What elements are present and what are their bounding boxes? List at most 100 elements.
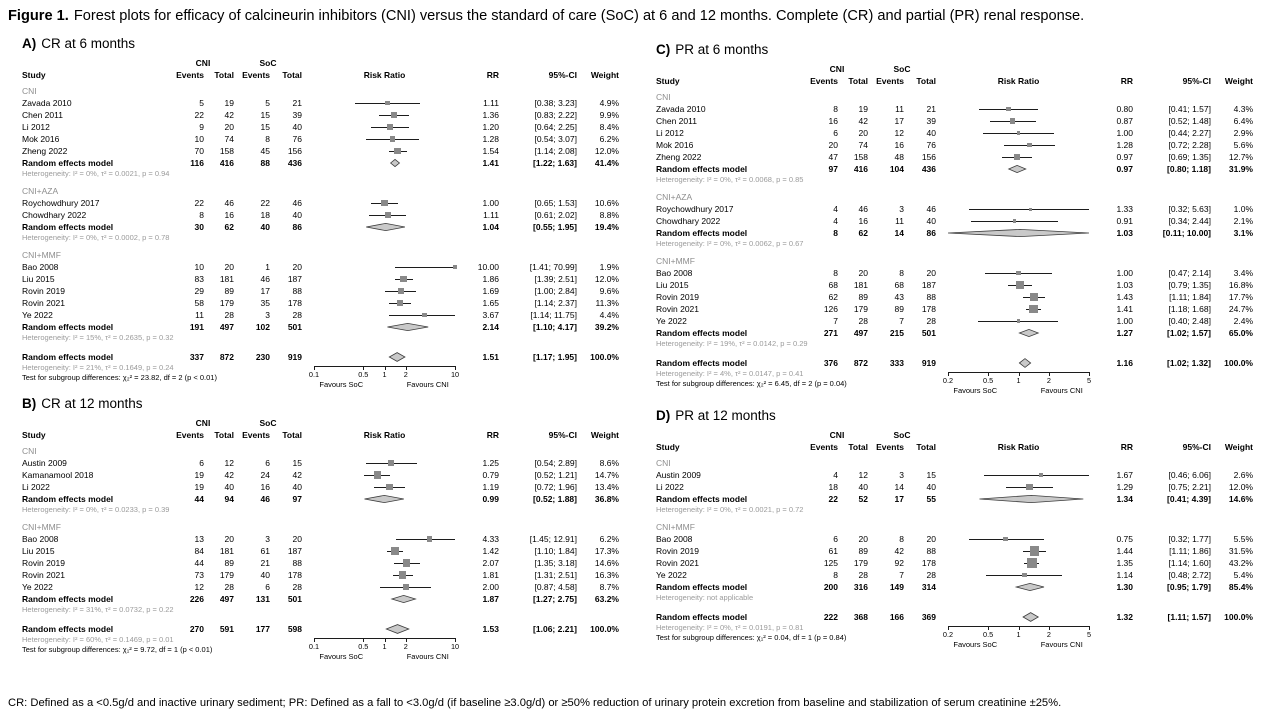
soc-total-value: 21	[292, 98, 302, 108]
rr-value: 0.75	[1116, 534, 1133, 544]
forest-plot-cell	[312, 593, 457, 605]
ci-value: [0.72; 1.96]	[534, 482, 577, 492]
cni-total-column-header: Total	[214, 430, 234, 440]
weight-value: 6.2%	[599, 534, 619, 544]
rr-value: 1.04	[482, 222, 499, 232]
effect-size-marker	[385, 100, 391, 106]
cni-total-value: 20	[224, 262, 234, 272]
forest-plot-cell	[946, 227, 1091, 239]
study-row: Rovin 2019 61 89 42 88 1.44 [1.11; 1.86] 31.5%	[656, 545, 1256, 557]
effect-size-marker	[1006, 106, 1011, 112]
summary-diamond	[1007, 164, 1027, 174]
ci-value: [0.87; 4.58]	[534, 582, 577, 592]
effect-size-marker	[390, 111, 397, 119]
forest-plot-cell	[946, 103, 1091, 115]
risk-ratio-axis: 0.1 0.5 1 2 10 Favours SoC Favours CNI	[309, 635, 459, 665]
figure-footnote: CR: Defined as a <0.5g/d and inactive ur…	[8, 697, 1062, 709]
forest-plot-cell	[946, 267, 1091, 279]
soc-total-value: 76	[926, 140, 936, 150]
cni-events-value: 22	[828, 494, 838, 504]
subtotal-row: Random effects model 226 497 131 501 1.87 [1.2…	[22, 593, 622, 605]
weight-value: 14.6%	[1228, 494, 1253, 504]
study-label: Li 2012	[22, 122, 50, 132]
heterogeneity-note: Heterogeneity: I² = 0%, τ² = 0.0002, p =…	[22, 233, 170, 242]
forest-panel-cr-12-months: B) CR at 12 months CNI SoC Study Events Total…	[22, 396, 622, 665]
soc-events-value: 14	[894, 228, 904, 238]
effect-size-marker	[1012, 219, 1017, 223]
ci-value: [0.41; 1.57]	[1168, 104, 1211, 114]
subgroup-test-note: Test for subgroup differences: χ₁² = 9.7…	[22, 645, 213, 654]
cni-total-value: 42	[224, 470, 234, 480]
study-row: Chen 2011 22 42 15 39 1.36 [0.83; 2.22] 9.9%	[22, 109, 622, 121]
figure-caption: Figure 1. Forest plots for efficacy of ca…	[8, 7, 1274, 25]
effect-size-marker	[1029, 207, 1033, 211]
favours-cni-label: Favours CNI	[406, 380, 449, 389]
weight-value: 8.6%	[599, 458, 619, 468]
forest-plot-cell	[946, 611, 1091, 623]
study-label: Liu 2015	[22, 274, 55, 284]
weight-value: 3.1%	[1233, 228, 1253, 238]
subgroup-row: CNI+MMF	[22, 249, 622, 261]
ci-value: [1.02; 1.32]	[1167, 358, 1211, 368]
ci-line	[395, 538, 455, 540]
cni-total-value: 28	[224, 310, 234, 320]
cni-total-value: 19	[858, 104, 868, 114]
forest-plot-cell	[946, 127, 1091, 139]
weight-value: 24.7%	[1228, 304, 1253, 314]
soc-events-value: 24	[260, 470, 270, 480]
cni-total-value: 28	[224, 582, 234, 592]
heterogeneity-note: Heterogeneity: I² = 31%, τ² = 0.0732, p …	[22, 605, 174, 614]
weight-value: 10.6%	[594, 198, 619, 208]
heterogeneity-note: Heterogeneity: I² = 15%, τ² = 0.2635, p …	[22, 333, 174, 342]
cni-total-value: 28	[858, 316, 868, 326]
weight-value: 43.2%	[1228, 558, 1253, 568]
subgroup-row: CNI	[22, 85, 622, 97]
random-effects-model-label: Random effects model	[656, 582, 748, 592]
study-label: Rovin 2019	[22, 286, 66, 296]
rr-value: 1.41	[1116, 304, 1133, 314]
cni-events-value: 22	[194, 110, 204, 120]
study-label: Liu 2015	[22, 546, 55, 556]
forest-plot-cell	[312, 321, 457, 333]
cni-events-value: 270	[189, 624, 204, 634]
favours-cni-label: Favours CNI	[1040, 640, 1083, 649]
forest-plot-cell	[312, 493, 457, 505]
soc-total-value: 156	[287, 146, 302, 156]
ci-value: [0.79; 1.35]	[1168, 280, 1211, 290]
soc-events-value: 17	[894, 494, 904, 504]
ci-value: [1.11; 1.57]	[1167, 612, 1211, 622]
cni-total-value: 19	[224, 98, 234, 108]
weight-value: 12.0%	[594, 146, 619, 156]
ci-value: [1.31; 2.51]	[534, 570, 577, 580]
cni-total-value: 46	[858, 204, 868, 214]
soc-events-value: 215	[889, 328, 904, 338]
forest-plot-cell	[946, 163, 1091, 175]
study-label: Chen 2011	[656, 116, 697, 126]
weight-value: 14.7%	[594, 470, 619, 480]
cni-events-value: 4	[833, 470, 838, 480]
ci-column-header: 95%-CI	[548, 70, 577, 80]
study-row: Li 2022 18 40 14 40 1.29 [0.75; 2.21] 12.0%	[656, 481, 1256, 493]
weight-value: 6.2%	[599, 134, 619, 144]
forest-plot-cell	[946, 493, 1091, 505]
cni-total-value: 16	[858, 216, 868, 226]
forest-table: CNI SoC Study Events Total Events Total Risk Ra…	[656, 63, 1256, 399]
cni-total-value: 12	[224, 458, 234, 468]
soc-events-value: 17	[260, 286, 270, 296]
ci-value: [0.40; 2.48]	[1168, 316, 1211, 326]
forest-plot-cell	[312, 623, 457, 635]
panel-footer: Heterogeneity: I² = 4%, τ² = 0.0147, p =…	[656, 369, 1256, 399]
rr-value: 1.11	[483, 210, 499, 220]
study-row: Chen 2011 16 42 17 39 0.87 [0.52; 1.48] 6.4%	[656, 115, 1256, 127]
forest-plot-cell	[312, 109, 457, 121]
cni-events-value: 126	[823, 304, 838, 314]
rr-value: 1.20	[482, 122, 499, 132]
soc-total-value: 28	[926, 316, 936, 326]
soc-events-value: 43	[894, 292, 904, 302]
cni-events-value: 4	[833, 216, 838, 226]
weight-value: 8.8%	[599, 210, 619, 220]
study-row: Roychowdhury 2017 4 46 3 46 1.33 [0.32; 5.63] 1…	[656, 203, 1256, 215]
ci-value: [0.38; 3.23]	[534, 98, 577, 108]
random-effects-model-label: Random effects model	[656, 494, 748, 504]
cni-total-value: 94	[224, 494, 234, 504]
